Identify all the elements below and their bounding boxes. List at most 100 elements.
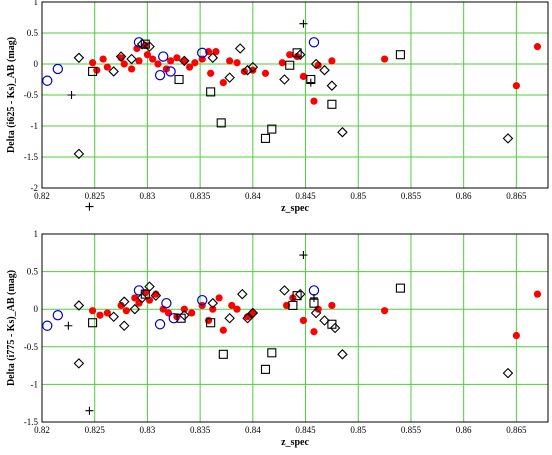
- data-point-red-circle: [286, 51, 294, 59]
- data-point-diamond: [126, 53, 137, 65]
- plot-frame: [41, 233, 549, 423]
- data-point-blue-circle: [197, 294, 208, 306]
- x-tick-label: 0.86: [456, 425, 472, 435]
- y-tick-label: -2: [31, 183, 39, 193]
- data-point-square: [216, 118, 226, 128]
- data-point-red-circle: [89, 59, 97, 67]
- x-tick-label: 0.845: [295, 425, 316, 435]
- y-axis-label: Delta (i775 - Ks)_AB (mag): [6, 270, 17, 386]
- data-point-diamond: [118, 296, 130, 307]
- data-point-diamond: [279, 285, 290, 296]
- data-point-square: [218, 349, 228, 359]
- data-point-blue-circle: [308, 285, 320, 296]
- data-point-diamond: [73, 148, 85, 160]
- data-point-square: [267, 124, 277, 134]
- data-point-blue-circle: [197, 47, 208, 59]
- x-tick-label: 0.85: [350, 425, 366, 435]
- data-point-red-circle: [228, 301, 236, 310]
- data-point-blue-circle: [308, 37, 320, 48]
- data-point-diamond: [73, 52, 85, 64]
- data-point-blue-circle: [154, 319, 166, 330]
- data-point-red-circle: [180, 305, 188, 313]
- data-point-diamond: [337, 349, 348, 360]
- chart-panel-2: 0.82 0.825 0.83 0.835 0.84 0.845 0.85 0.855 0.86…: [6, 229, 549, 448]
- x-tick-label: 0.865: [506, 191, 527, 201]
- data-point-diamond: [144, 41, 155, 52]
- data-point-blue-circle: [133, 37, 145, 48]
- data-point-red-circle: [249, 309, 257, 317]
- data-point-red-circle: [164, 309, 173, 317]
- data-point-blue-circle: [42, 320, 53, 331]
- data-point-plus: [306, 78, 315, 87]
- data-point-red-circle: [131, 294, 139, 302]
- data-point-plus: [85, 202, 94, 211]
- x-tick-label: 0.82: [34, 191, 50, 201]
- data-point-diamond: [129, 303, 141, 315]
- data-point-diamond: [73, 358, 85, 369]
- data-point-plus: [299, 19, 308, 28]
- data-point-diamond: [247, 61, 259, 73]
- data-point-red-circle: [143, 51, 152, 59]
- data-point-square: [267, 348, 277, 358]
- data-point-red-circle: [212, 48, 220, 56]
- data-point-square: [260, 133, 271, 143]
- data-point-plus: [85, 406, 94, 415]
- data-point-red-circle: [204, 316, 213, 325]
- chart-panel-1: 0.82 0.825 0.83 0.835 0.84 0.845 0.85 0.855 0.86…: [6, 0, 549, 214]
- x-tick-label: 0.86: [456, 191, 472, 201]
- data-point-red-circle: [103, 63, 111, 71]
- data-point-red-circle: [328, 301, 336, 310]
- data-point-red-circle: [533, 290, 542, 298]
- y-tick-label: -1: [31, 121, 39, 131]
- y-tick-label: -0.5: [24, 342, 39, 352]
- data-point-diamond: [502, 133, 514, 144]
- y-tick-label: 1: [34, 0, 39, 7]
- y-tick-label: 0: [34, 304, 39, 314]
- data-point-diamond: [136, 38, 148, 50]
- data-point-red-circle: [278, 59, 286, 67]
- x-tick-label: 0.85: [350, 191, 366, 201]
- data-point-red-circle: [149, 55, 157, 63]
- data-point-blue-circle: [52, 310, 64, 321]
- data-point-square: [395, 50, 405, 60]
- y-tick-label: -1: [31, 379, 39, 389]
- x-tick-label: 0.845: [295, 191, 316, 201]
- data-point-square: [285, 60, 295, 70]
- data-point-diamond: [179, 55, 190, 67]
- x-tick-label: 0.84: [245, 425, 261, 435]
- y-axis-label: Delta (i625 - Ks)_AB (mag): [6, 37, 17, 153]
- x-tick-label: 0.83: [140, 425, 156, 435]
- data-point-square: [206, 318, 216, 328]
- data-point-plus: [299, 251, 308, 260]
- data-point-red-circle: [103, 309, 111, 317]
- data-point-red-circle: [381, 55, 389, 63]
- data-point-diamond: [242, 312, 253, 324]
- data-point-blue-circle: [158, 51, 169, 62]
- data-point-red-circle: [185, 63, 194, 71]
- data-point-red-circle: [226, 57, 234, 65]
- data-point-square: [292, 291, 302, 301]
- data-point-diamond: [247, 307, 259, 319]
- data-point-red-circle: [233, 59, 241, 67]
- data-point-blue-circle: [52, 63, 64, 75]
- data-point-blue-circle: [168, 313, 179, 324]
- data-point-red-circle: [310, 97, 318, 105]
- x-tick-label: 0.835: [190, 191, 211, 201]
- data-point-square: [206, 87, 216, 97]
- data-point-diamond: [234, 43, 246, 54]
- data-point-diamond: [310, 58, 322, 70]
- data-point-diamond: [337, 126, 348, 138]
- x-tick-label: 0.84: [245, 191, 261, 201]
- data-point-diamond: [179, 309, 190, 321]
- data-point-diamond: [279, 74, 290, 85]
- data-point-diamond: [108, 66, 119, 77]
- y-tick-label: 0: [34, 59, 39, 69]
- data-point-diamond: [118, 320, 130, 332]
- data-point-red-circle: [219, 326, 227, 334]
- data-point-diamond: [136, 292, 148, 304]
- data-point-diamond: [294, 288, 306, 300]
- data-point-red-circle: [99, 55, 107, 63]
- data-point-red-circle: [299, 72, 308, 80]
- y-tick-label: -0.5: [24, 90, 39, 100]
